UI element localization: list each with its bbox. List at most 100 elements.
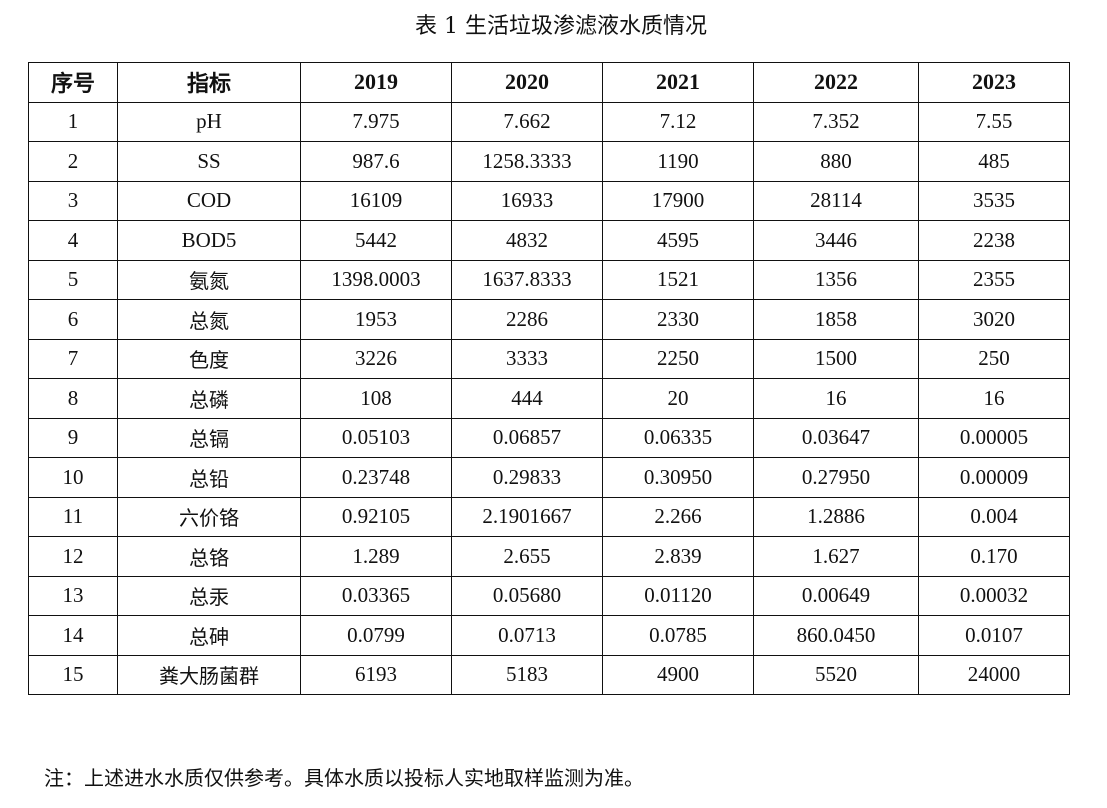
- row-number: 4: [28, 220, 118, 261]
- value-cell: 485: [918, 141, 1070, 182]
- table-row: 8 总磷 108 444 20 16 16: [28, 378, 1070, 419]
- value-cell: 0.00032: [918, 575, 1070, 616]
- value-cell: 987.6: [300, 141, 452, 182]
- value-cell: 1398.0003: [300, 259, 452, 300]
- value-cell: 1356: [753, 259, 919, 300]
- value-cell: 4595: [602, 220, 754, 261]
- table-row: 15 粪大肠菌群 6193 5183 4900 5520 24000: [28, 654, 1070, 695]
- row-number: 8: [28, 378, 118, 419]
- value-cell: 1858: [753, 299, 919, 340]
- value-cell: 3020: [918, 299, 1070, 340]
- value-cell: 0.004: [918, 496, 1070, 537]
- value-cell: 2238: [918, 220, 1070, 261]
- table-row: 13 总汞 0.03365 0.05680 0.01120 0.00649 0.00032: [28, 575, 1070, 616]
- value-cell: 7.352: [753, 101, 919, 142]
- value-cell: 1500: [753, 338, 919, 379]
- row-number: 10: [28, 457, 118, 498]
- row-number: 5: [28, 259, 118, 300]
- column-header: 序号: [28, 62, 118, 103]
- row-number: 11: [28, 496, 118, 537]
- indicator-name: 粪大肠菌群: [117, 654, 301, 695]
- column-header: 2023: [918, 62, 1070, 103]
- value-cell: 0.23748: [300, 457, 452, 498]
- value-cell: 2355: [918, 259, 1070, 300]
- value-cell: 7.662: [451, 101, 603, 142]
- value-cell: 17900: [602, 180, 754, 221]
- table-row: 7 色度 3226 3333 2250 1500 250: [28, 338, 1070, 379]
- column-header: 2019: [300, 62, 452, 103]
- value-cell: 2.266: [602, 496, 754, 537]
- table-row: 9 总镉 0.05103 0.06857 0.06335 0.03647 0.00005: [28, 417, 1070, 458]
- value-cell: 3535: [918, 180, 1070, 221]
- indicator-name: 总镉: [117, 417, 301, 458]
- table-row: 4 BOD5 5442 4832 4595 3446 2238: [28, 220, 1070, 261]
- value-cell: 880: [753, 141, 919, 182]
- value-cell: 0.30950: [602, 457, 754, 498]
- column-header: 2022: [753, 62, 919, 103]
- value-cell: 28114: [753, 180, 919, 221]
- value-cell: 1953: [300, 299, 452, 340]
- indicator-name: 总砷: [117, 615, 301, 656]
- value-cell: 444: [451, 378, 603, 419]
- value-cell: 2330: [602, 299, 754, 340]
- column-header: 2021: [602, 62, 754, 103]
- value-cell: 1637.8333: [451, 259, 603, 300]
- row-number: 14: [28, 615, 118, 656]
- value-cell: 0.00005: [918, 417, 1070, 458]
- indicator-name: SS: [117, 141, 301, 182]
- table-header-row: 序号 指标 2019 2020 2021 2022 2023: [28, 62, 1070, 103]
- value-cell: 5183: [451, 654, 603, 695]
- row-number: 15: [28, 654, 118, 695]
- table-title: 表 1 生活垃圾渗滤液水质情况: [415, 14, 707, 39]
- table-row: 2 SS 987.6 1258.3333 1190 880 485: [28, 141, 1070, 182]
- indicator-name: COD: [117, 180, 301, 221]
- value-cell: 0.92105: [300, 496, 452, 537]
- table-row: 10 总铅 0.23748 0.29833 0.30950 0.27950 0.00009: [28, 457, 1070, 498]
- value-cell: 1.2886: [753, 496, 919, 537]
- value-cell: 0.03647: [753, 417, 919, 458]
- value-cell: 108: [300, 378, 452, 419]
- indicator-name: BOD5: [117, 220, 301, 261]
- table-row: 3 COD 16109 16933 17900 28114 3535: [28, 180, 1070, 221]
- value-cell: 0.0107: [918, 615, 1070, 656]
- row-number: 3: [28, 180, 118, 221]
- value-cell: 7.975: [300, 101, 452, 142]
- indicator-name: 总磷: [117, 378, 301, 419]
- value-cell: 1258.3333: [451, 141, 603, 182]
- table-row: 11 六价铬 0.92105 2.1901667 2.266 1.2886 0.004: [28, 496, 1070, 537]
- table-row: 14 总砷 0.0799 0.0713 0.0785 860.0450 0.0107: [28, 615, 1070, 656]
- value-cell: 0.0713: [451, 615, 603, 656]
- value-cell: 3226: [300, 338, 452, 379]
- value-cell: 250: [918, 338, 1070, 379]
- value-cell: 3333: [451, 338, 603, 379]
- row-number: 7: [28, 338, 118, 379]
- value-cell: 3446: [753, 220, 919, 261]
- value-cell: 0.0799: [300, 615, 452, 656]
- row-number: 13: [28, 575, 118, 616]
- value-cell: 20: [602, 378, 754, 419]
- indicator-name: 总氮: [117, 299, 301, 340]
- column-header: 2020: [451, 62, 603, 103]
- table-row: 6 总氮 1953 2286 2330 1858 3020: [28, 299, 1070, 340]
- value-cell: 7.12: [602, 101, 754, 142]
- value-cell: 1521: [602, 259, 754, 300]
- value-cell: 16: [753, 378, 919, 419]
- value-cell: 16109: [300, 180, 452, 221]
- indicator-name: 色度: [117, 338, 301, 379]
- value-cell: 2286: [451, 299, 603, 340]
- value-cell: 0.00649: [753, 575, 919, 616]
- table-row: 5 氨氮 1398.0003 1637.8333 1521 1356 2355: [28, 259, 1070, 300]
- table-note: 注：上述进水水质仅供参考。具体水质以投标人实地取样监测为准。: [44, 766, 644, 790]
- value-cell: 0.06857: [451, 417, 603, 458]
- column-header: 指标: [117, 62, 301, 103]
- value-cell: 2.1901667: [451, 496, 603, 537]
- value-cell: 860.0450: [753, 615, 919, 656]
- row-number: 12: [28, 536, 118, 577]
- value-cell: 16933: [451, 180, 603, 221]
- value-cell: 0.03365: [300, 575, 452, 616]
- value-cell: 0.05103: [300, 417, 452, 458]
- value-cell: 4900: [602, 654, 754, 695]
- value-cell: 0.27950: [753, 457, 919, 498]
- indicator-name: pH: [117, 101, 301, 142]
- value-cell: 0.00009: [918, 457, 1070, 498]
